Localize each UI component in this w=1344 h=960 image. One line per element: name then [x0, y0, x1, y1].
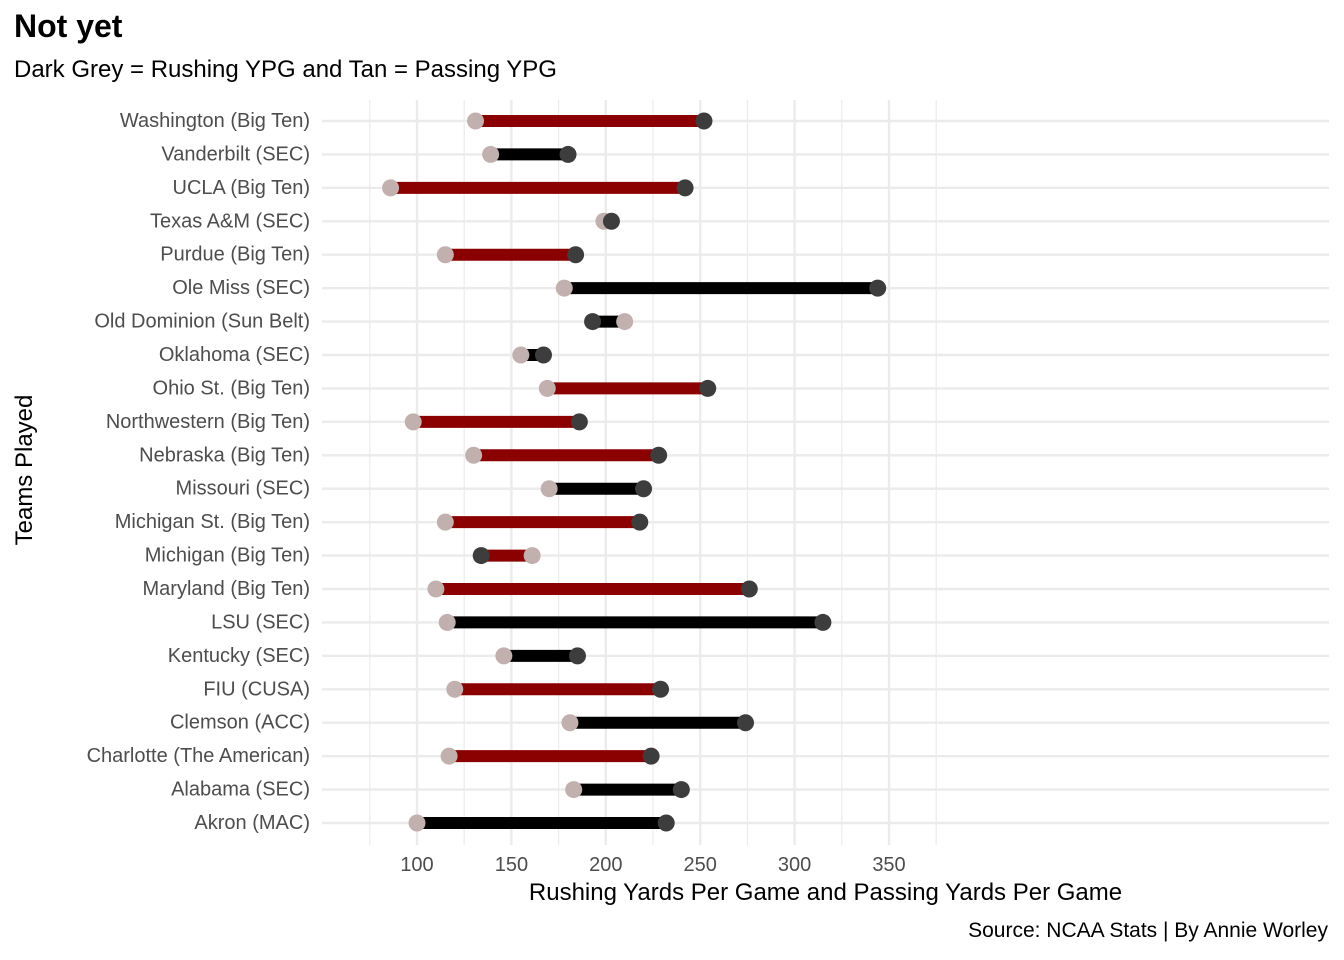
y-tick-label: Michigan (Big Ten): [145, 545, 310, 567]
y-tick-label: Charlotte (The American): [87, 745, 310, 767]
passing-point: [438, 613, 456, 631]
rushing-point: [559, 145, 577, 163]
x-tick-label: 100: [400, 854, 433, 876]
y-tick-label: LSU (SEC): [211, 611, 310, 633]
passing-point: [467, 112, 485, 130]
y-tick-label: Old Dominion (Sun Belt): [94, 311, 310, 333]
x-tick-label: 250: [684, 854, 717, 876]
y-tick-label: Ole Miss (SEC): [172, 277, 310, 299]
y-tick-label: Clemson (ACC): [170, 712, 310, 734]
x-tick-label: 200: [589, 854, 622, 876]
y-tick-label: Nebraska (Big Ten): [139, 444, 310, 466]
rushing-point: [650, 446, 668, 464]
rushing-point: [635, 480, 653, 498]
passing-point: [616, 313, 634, 331]
y-tick-label: Oklahoma (SEC): [159, 344, 310, 366]
y-tick-label: Akron (MAC): [194, 812, 310, 834]
passing-point: [561, 714, 579, 732]
y-tick-label: Northwestern (Big Ten): [106, 411, 310, 433]
bar-segments: [390, 115, 878, 829]
rushing-point: [570, 413, 588, 431]
passing-point: [436, 246, 454, 264]
y-tick-label: Washington (Big Ten): [120, 110, 310, 132]
passing-point: [465, 446, 483, 464]
rushing-point: [695, 112, 713, 130]
y-tick-label: Ohio St. (Big Ten): [153, 377, 310, 399]
rushing-point: [631, 513, 649, 531]
x-tick-label: 300: [778, 854, 811, 876]
y-tick-label: Vanderbilt (SEC): [161, 143, 310, 165]
y-tick-label: Purdue (Big Ten): [160, 244, 310, 266]
y-axis-label: Teams Played: [11, 394, 38, 546]
passing-point: [565, 781, 583, 799]
rushing-point: [602, 212, 620, 230]
rushing-point: [699, 379, 717, 397]
x-axis-label: Rushing Yards Per Game and Passing Yards…: [528, 879, 1123, 906]
passing-point: [523, 547, 541, 565]
rushing-point: [652, 680, 670, 698]
rushing-point: [737, 714, 755, 732]
y-tick-label: Missouri (SEC): [176, 478, 310, 500]
chart-subtitle: Dark Grey = Rushing YPG and Tan = Passin…: [14, 56, 557, 83]
passing-point: [446, 680, 464, 698]
rushing-point: [472, 547, 490, 565]
chart-title: Not yet: [14, 8, 123, 44]
passing-point: [382, 179, 400, 197]
passing-point: [512, 346, 530, 364]
y-tick-label: UCLA (Big Ten): [173, 177, 310, 199]
rushing-point: [568, 647, 586, 665]
x-tick-label: 150: [495, 854, 528, 876]
y-tick-label: Michigan St. (Big Ten): [115, 511, 310, 533]
rushing-point: [657, 814, 675, 832]
passing-point: [495, 647, 513, 665]
y-tick-label: Kentucky (SEC): [168, 645, 310, 667]
rushing-point: [740, 580, 758, 598]
passing-point: [427, 580, 445, 598]
y-tick-label: Alabama (SEC): [171, 779, 310, 801]
rushing-point: [676, 179, 694, 197]
passing-point: [555, 279, 573, 297]
y-tick-label: Texas A&M (SEC): [150, 210, 310, 232]
rushing-point: [584, 313, 602, 331]
rushing-point: [869, 279, 887, 297]
y-tick-label: FIU (CUSA): [203, 678, 310, 700]
passing-point: [404, 413, 422, 431]
rushing-point: [567, 246, 585, 264]
x-tick-label: 350: [872, 854, 905, 876]
passing-point: [482, 145, 500, 163]
y-tick-label: Maryland (Big Ten): [143, 578, 310, 600]
passing-point: [540, 480, 558, 498]
chart-caption: Source: NCAA Stats | By Annie Worley: [968, 919, 1328, 942]
rushing-point: [814, 613, 832, 631]
grid-lines: [322, 100, 1329, 845]
data-points: [382, 112, 887, 832]
y-axis-tick-labels: Washington (Big Ten) Vanderbilt (SEC) UCLA…: [87, 110, 310, 834]
rushing-point: [642, 747, 660, 765]
rushing-point: [534, 346, 552, 364]
passing-point: [440, 747, 458, 765]
passing-point: [436, 513, 454, 531]
x-axis-tick-labels: 100 150 200 250 300 350: [400, 854, 905, 876]
passing-point: [408, 814, 426, 832]
rushing-point: [672, 781, 690, 799]
passing-point: [538, 379, 556, 397]
